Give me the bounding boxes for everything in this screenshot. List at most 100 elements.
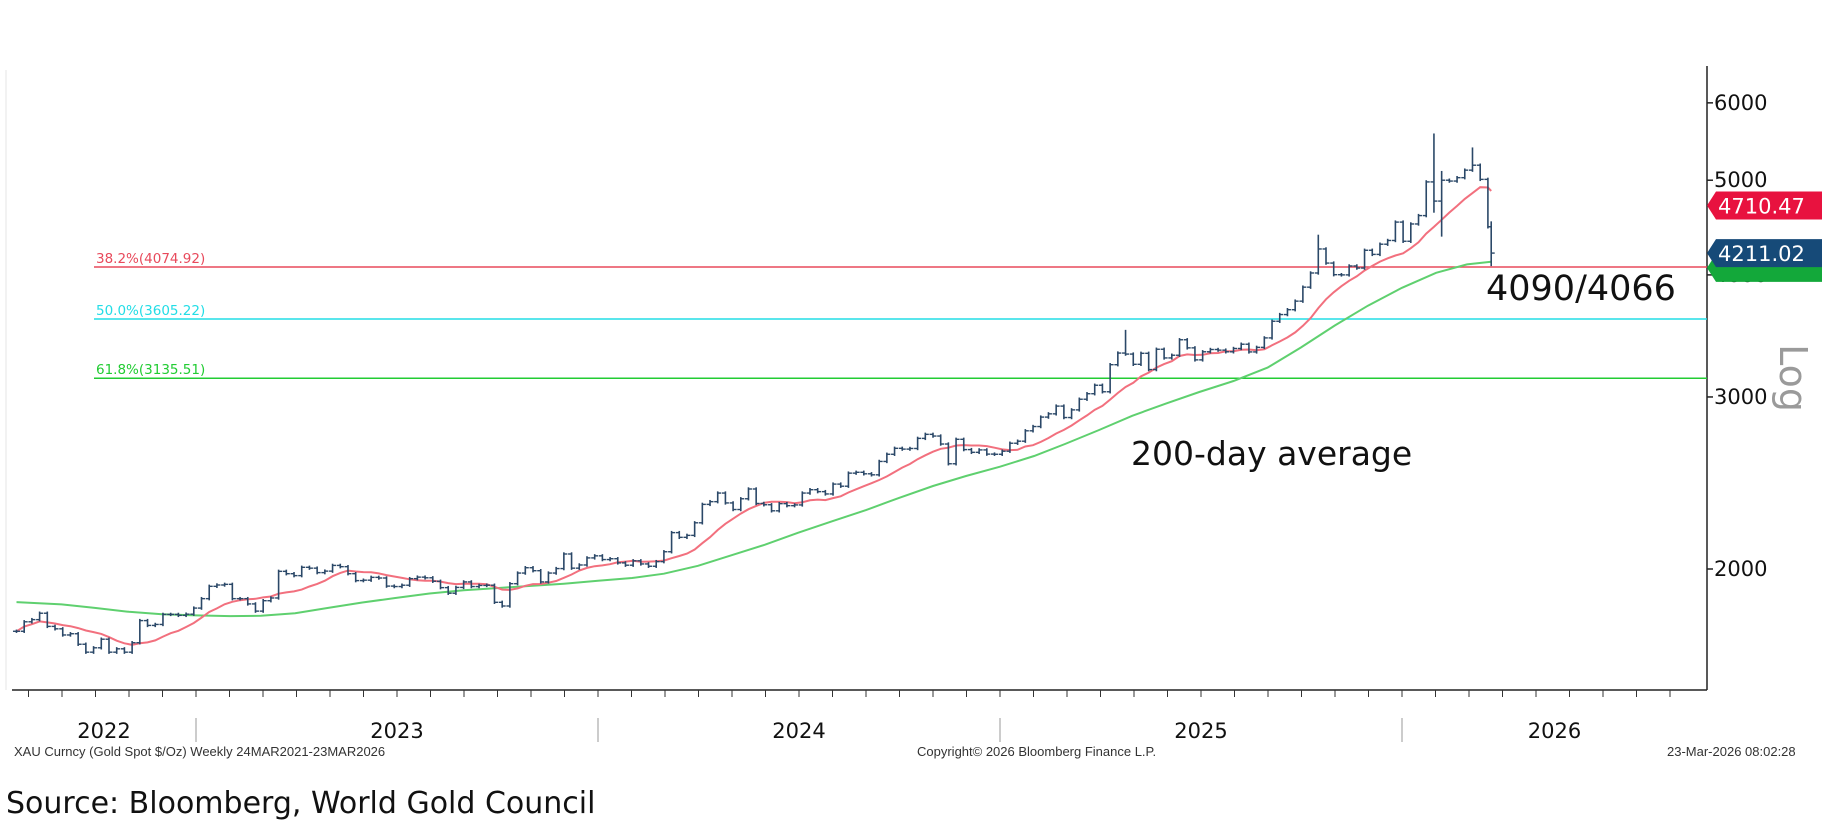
price-bar [921,432,929,441]
price-bar [329,563,337,573]
price-bar [1314,234,1322,275]
price-bar [1183,338,1191,350]
price-bar [544,571,552,584]
price-bar [1199,350,1207,362]
price-bar [66,632,74,637]
ma-annotation: 200-day average [1131,434,1412,473]
year-label: 2024 [772,719,825,743]
price-bar [1461,168,1469,180]
price-bar [1407,222,1415,243]
price-bar [814,488,822,494]
price-tags: 4710.47 4211.02 [1707,191,1822,282]
price-bar [1168,353,1176,360]
price-bar [1222,348,1230,354]
price-bar [591,554,599,560]
price-bar [282,569,290,576]
price-bar [998,449,1006,456]
price-bar [606,557,614,562]
price-bar [975,448,983,455]
price-bar [1307,271,1315,289]
price-bar [529,566,537,573]
price-bar [1430,133,1438,213]
price-bar [1391,220,1399,243]
price-bar [344,564,352,576]
price-bar [568,552,576,570]
price-tick-label: 5000 [1714,168,1767,192]
price-bar [891,446,899,456]
last-price-label: 4211.02 [1718,242,1805,266]
fib-level-label: 61.8%(3135.51) [96,362,205,378]
year-label: 2023 [370,719,423,743]
price-bar [560,552,568,571]
ma-200-day-line [16,260,1492,618]
price-bar [305,565,313,570]
price-bar [460,580,468,590]
price-bar [290,571,298,578]
price-bar [1137,351,1145,367]
price-bar [637,559,645,566]
price-bar [737,497,745,512]
price-bar [128,641,136,654]
price-bar [768,503,776,513]
price-bar [221,582,229,587]
source-note: Source: Bloomberg, World Gold Council [6,786,596,821]
ma-red-line [15,186,1492,646]
price-bar [829,482,837,496]
fibonacci-levels: 38.2%(4074.92) 50.0%(3605.22) 61.8%(3135.5… [94,251,1707,379]
price-bar [929,432,937,438]
price-bar [1106,363,1114,394]
price-bar [1014,439,1022,445]
price-bar [729,501,737,512]
fib-level-label: 50.0%(3605.22) [96,303,205,319]
price-bar [1229,346,1237,354]
price-bar [1253,345,1261,354]
price-bar [821,489,829,496]
price-bar [251,602,259,613]
price-bar [51,624,59,631]
price-bar [213,583,221,589]
log-scale-label: Log [1771,344,1815,412]
price-bar [1006,441,1014,453]
year-label: 2022 [77,719,130,743]
fib-level-label: 38.2%(4074.92) [96,251,205,267]
price-bar [1415,213,1423,226]
target-annotation: 4090/4066 [1486,269,1676,309]
price-bar [1330,261,1338,277]
price-bar [668,530,676,554]
price-bar [228,582,236,601]
price-bar [383,576,391,588]
price-bar [167,612,175,617]
price-bar [1060,404,1068,420]
price-bar [390,584,398,589]
price-bar [1176,338,1184,357]
price-bar [236,596,244,601]
price-bar [398,583,406,589]
price-bar [1453,175,1461,183]
price-bar [1037,415,1045,429]
price-bar [321,569,329,575]
price-bar [752,487,760,506]
price-bar [105,637,113,654]
price-bar [437,579,445,590]
price-bar [683,533,691,540]
price-bar [860,470,868,476]
price-bar [598,554,606,562]
price-bar [1299,285,1307,303]
price-bar [1129,352,1137,367]
price-bar [514,571,522,586]
price-bar [1052,404,1060,416]
price-bar [1353,264,1361,270]
price-bar [652,559,660,568]
price-bar [1098,383,1106,394]
price-bar [1422,180,1430,218]
price-bar [1021,429,1029,443]
price-bar [36,611,44,622]
price-bar [1068,408,1076,420]
price-bar [336,563,344,569]
price-bar [90,646,98,654]
price-bar [691,521,699,538]
price-bar [421,575,429,580]
price-bar [675,530,683,540]
ma-red-price-label: 4710.47 [1718,195,1805,219]
price-bar [852,470,860,475]
